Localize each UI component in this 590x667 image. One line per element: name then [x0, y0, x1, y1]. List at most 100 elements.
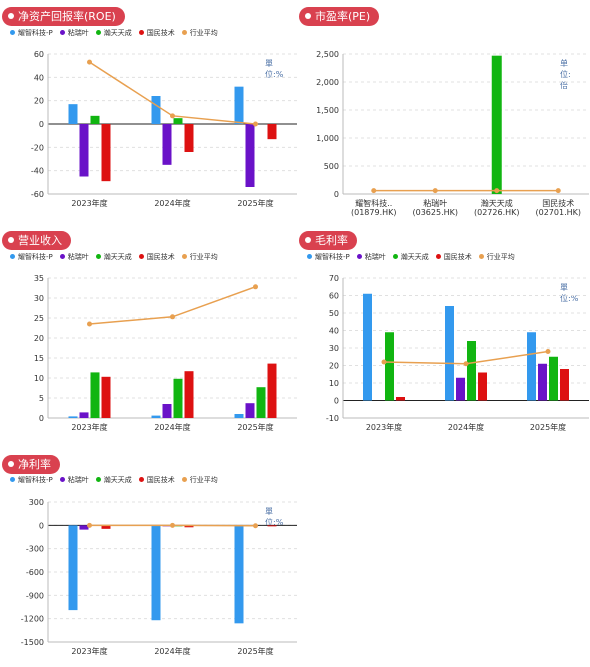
y-tick-label: 0	[39, 521, 44, 530]
legend-item: 瀚天天成	[392, 252, 429, 262]
legend-item: 耀智科技-P	[10, 252, 53, 262]
bar	[478, 372, 487, 401]
average-point	[253, 121, 258, 127]
legend-swatch	[59, 477, 65, 482]
roe-title: 净资产回报率(ROE)	[18, 10, 116, 23]
roe-chart: -60 -40 -20 0 20 40 60 2023年度 2024年度 2025年度	[31, 50, 297, 208]
y-tick-label: 60	[329, 292, 339, 301]
y-tick-label: 40	[34, 73, 44, 82]
legend-swatch	[307, 254, 312, 259]
y-tick-label: 500	[324, 162, 339, 171]
bar	[245, 403, 255, 418]
legend-item: 瀚天天成	[95, 28, 132, 38]
average-point	[555, 188, 561, 194]
y-tick-label: 70	[329, 274, 339, 283]
bar	[267, 525, 277, 527]
y-tick-label: -1200	[21, 615, 44, 624]
bar	[267, 124, 277, 140]
bar	[385, 332, 394, 401]
legend-swatch	[10, 477, 15, 482]
legend-item: 国民技术	[138, 28, 175, 38]
x-tick-label: 2023年度	[71, 198, 107, 208]
x-tick-label: 2024年度	[154, 422, 190, 432]
x-tick-label: 2025年度	[530, 422, 566, 432]
legend-item: 行业平均	[478, 252, 515, 262]
net-margin-unit: 單位:%	[265, 507, 284, 527]
bar	[234, 86, 244, 124]
y-tick-label: 1,000	[316, 134, 339, 143]
legend-swatch	[478, 254, 484, 259]
legend-label: 耀智科技-P	[315, 253, 350, 261]
y-tick-label: 300	[29, 498, 44, 507]
legend-swatch	[181, 254, 187, 259]
legend-item: 国民技术	[138, 252, 175, 262]
x-tick-label: 2024年度	[448, 422, 484, 432]
x-tick-label: 耀智科技.. (01879.HK)	[351, 198, 397, 217]
legend-swatch	[181, 477, 187, 482]
bar	[162, 404, 172, 418]
average-point	[381, 359, 387, 365]
legend-swatch	[95, 254, 101, 259]
net-margin-legend: 耀智科技-P 粘瑞叶 瀚天天成 国民技术 行业平均	[10, 475, 225, 485]
legend-label: 粘瑞叶	[67, 29, 89, 37]
gross-margin-unit: 單位:%	[560, 283, 579, 303]
bar	[101, 376, 111, 418]
bar	[79, 124, 89, 177]
legend-label: 行业平均	[189, 29, 218, 37]
legend-label: 粘瑞叶	[67, 253, 89, 261]
roe-title-badge: 净资产回报率(ROE)	[2, 7, 125, 26]
y-tick-label: 40	[329, 327, 339, 336]
average-point	[87, 522, 92, 528]
x-tick-label: 粘瑞叶(03625.HK)	[413, 198, 459, 217]
bar	[184, 371, 194, 418]
y-tick-label: 2,500	[316, 50, 339, 59]
y-tick-label: 2,000	[316, 78, 339, 87]
legend-item: 耀智科技-P	[10, 475, 53, 485]
y-tick-label: -40	[31, 167, 44, 176]
net-margin-chart: -1500 -1200 -900 -600 -300 0 300 2023年度 2024年度 20…	[21, 498, 297, 656]
legend-label: 国民技术	[146, 476, 175, 484]
legend-label: 瀚天天成	[400, 253, 429, 261]
bar	[527, 332, 536, 401]
y-tick-label: 20	[329, 362, 339, 371]
y-tick-label: 10	[34, 374, 44, 383]
legend-item: 粘瑞叶	[59, 475, 89, 485]
legend-label: 国民技术	[443, 253, 472, 261]
legend-swatch	[356, 254, 362, 259]
pe-unit: 单位:倍	[560, 59, 571, 90]
legend-item: 瀚天天成	[95, 475, 132, 485]
legend-item: 耀智科技-P	[10, 28, 53, 38]
y-tick-label: -10	[326, 414, 339, 423]
pe-chart: 0 500 1,000 1,500 2,000 2,500 耀智科技.. (01879.HK)…	[316, 50, 589, 217]
bar	[234, 414, 244, 418]
y-tick-label: -900	[26, 591, 44, 600]
bar	[79, 525, 89, 530]
legend-label: 耀智科技-P	[18, 476, 53, 484]
legend-swatch	[181, 30, 187, 35]
bar	[549, 356, 558, 401]
average-point	[463, 361, 469, 367]
bar	[267, 363, 277, 418]
y-tick-label: -300	[26, 545, 44, 554]
x-tick-label: 2025年度	[237, 422, 273, 432]
revenue-legend: 耀智科技-P 粘瑞叶 瀚天天成 国民技术 行业平均	[10, 252, 225, 262]
y-tick-label: -60	[31, 190, 44, 199]
average-point	[545, 349, 551, 354]
legend-label: 国民技术	[146, 253, 175, 261]
bar	[184, 525, 194, 528]
legend-label: 国民技术	[146, 29, 175, 37]
gross-margin-title-badge: 毛利率	[299, 231, 357, 250]
legend-swatch	[59, 30, 65, 35]
bar	[396, 397, 405, 401]
bar	[456, 377, 465, 401]
bar	[151, 415, 161, 418]
pe-title: 市盈率(PE)	[315, 10, 371, 23]
average-point	[170, 113, 175, 119]
bar	[101, 525, 111, 529]
legend-label: 粘瑞叶	[67, 476, 89, 484]
x-tick-label: 国民技术(02701.HK)	[536, 198, 582, 217]
bar	[90, 372, 100, 418]
y-tick-label: 5	[39, 394, 44, 403]
bar	[173, 118, 183, 124]
x-tick-label: 2025年度	[237, 646, 273, 656]
